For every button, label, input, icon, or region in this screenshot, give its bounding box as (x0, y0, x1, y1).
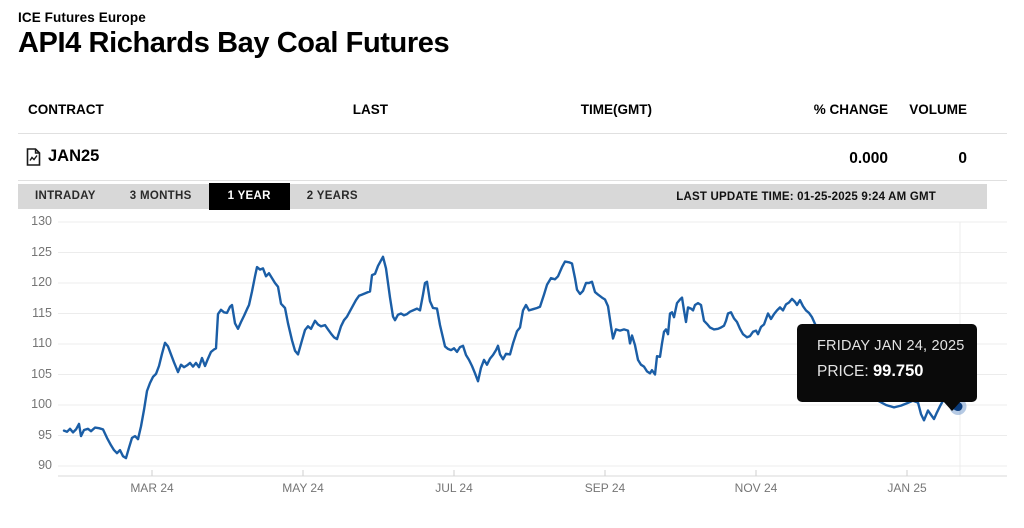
col-last: LAST (352, 102, 388, 117)
col-time-gmt: TIME(GMT) (580, 102, 652, 117)
contract-chart-icon (26, 147, 41, 166)
y-axis-tick-label: 130 (31, 214, 52, 228)
tooltip-date: FRIDAY JAN 24, 2025 (817, 338, 965, 354)
col-pct-change: % CHANGE (813, 102, 888, 117)
x-axis-month-label: MAY 24 (282, 481, 324, 495)
range-tabbar: INTRADAY 3 MONTHS 1 YEAR 2 YEARS LAST UP… (18, 182, 987, 210)
y-axis-tick-label: 120 (31, 275, 52, 289)
x-axis-month-label: JAN 25 (887, 481, 927, 495)
last-update-time: LAST UPDATE TIME: 01-25-2025 9:24 AM GMT (676, 191, 936, 203)
x-axis-month-label: NOV 24 (734, 481, 778, 495)
tooltip-price-value: 99.750 (873, 362, 924, 380)
x-axis-month-label: SEP 24 (584, 481, 626, 495)
y-axis-tick-label: 125 (31, 244, 52, 259)
exchange-name: ICE Futures Europe (18, 10, 146, 25)
tab-2-years[interactable]: 2 YEARS (306, 190, 358, 202)
x-axis-month-label: JUL 24 (435, 481, 473, 495)
col-volume: VOLUME (909, 102, 967, 117)
y-axis-tick-label: 95 (38, 427, 52, 442)
divider (18, 133, 1007, 134)
x-axis-month-label: MAR 24 (130, 481, 174, 495)
contract-link[interactable]: JAN25 (26, 147, 99, 166)
tab-3-months[interactable]: 3 MONTHS (129, 190, 192, 202)
contract-name: JAN25 (48, 147, 100, 165)
chart-tooltip: FRIDAY JAN 24, 2025 PRICE: 99.750 (797, 324, 977, 411)
divider (18, 180, 1007, 181)
y-axis-tick-label: 115 (32, 305, 52, 320)
tab-intraday[interactable]: INTRADAY (35, 190, 96, 202)
y-axis-tick-label: 105 (31, 366, 52, 381)
price-line (62, 255, 960, 460)
col-contract: CONTRACT (28, 102, 104, 117)
tooltip-price-label: PRICE: (817, 363, 869, 380)
y-axis-tick-label: 90 (38, 458, 52, 472)
volume-value: 0 (958, 150, 967, 167)
contracts-table-header: CONTRACT LAST TIME(GMT) % CHANGE VOLUME (0, 102, 1024, 122)
y-axis-tick-label: 110 (32, 336, 52, 350)
pct-change-value: 0.000 (849, 150, 888, 167)
tooltip-price-row: PRICE: 99.750 (817, 362, 977, 381)
page-title: API4 Richards Bay Coal Futures (18, 27, 450, 59)
table-row: JAN25 0.000 0 (0, 143, 1024, 177)
tab-1-year[interactable]: 1 YEAR (208, 182, 290, 210)
y-axis-tick-label: 100 (31, 397, 52, 411)
